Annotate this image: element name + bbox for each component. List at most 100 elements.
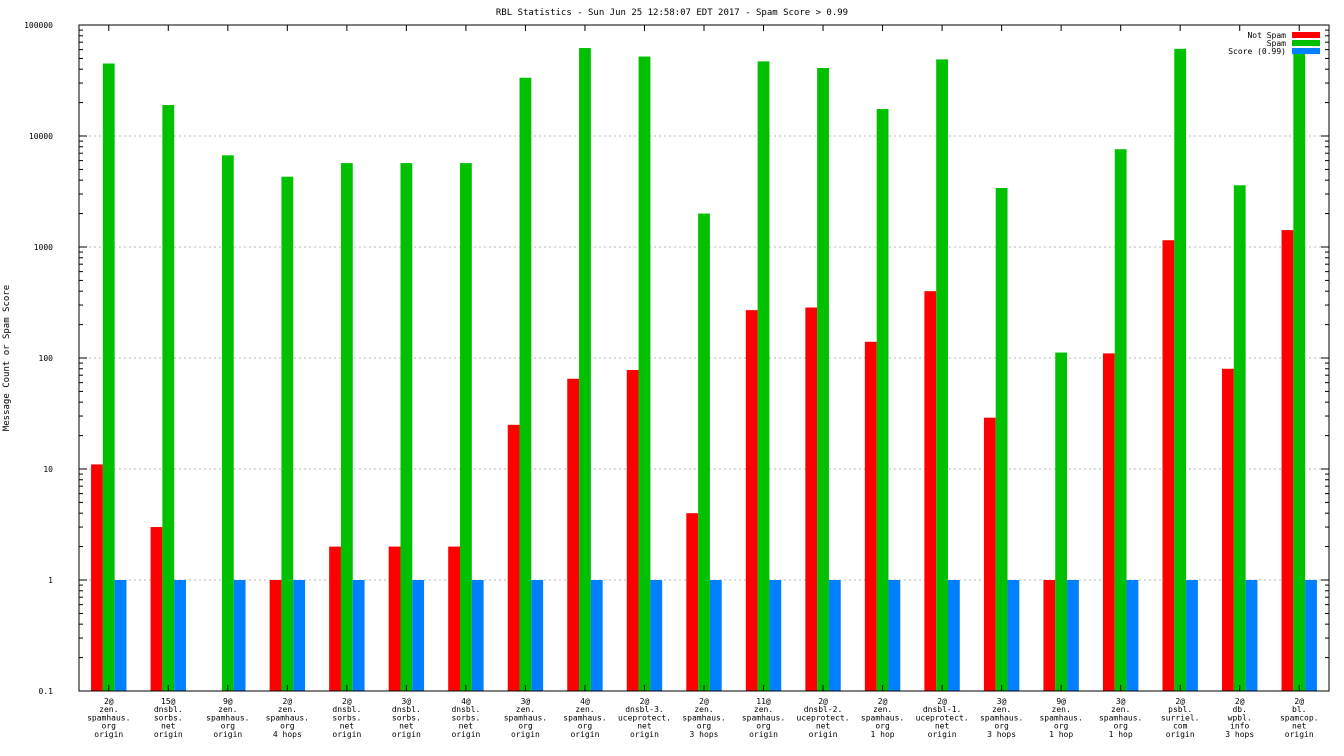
x-tick-label: 3@ dnsbl. sorbs. net origin [392,697,421,739]
x-tick-label: 2@ dnsbl-1. uceprotect. net origin [916,697,969,739]
x-tick-label: 2@ zen. spamhaus. org origin [87,697,130,739]
bar-score-0-99 [828,580,841,691]
legend-swatch [1292,48,1320,54]
bar-score-0-99 [1126,580,1139,691]
bar-spam [638,56,651,692]
bar-not-spam [1222,368,1234,691]
bar-score-0-99 [888,580,901,691]
legend-label: Spam [1267,39,1286,48]
bar-not-spam [269,580,282,691]
bar-not-spam [864,341,877,691]
y-axis-label: Message Count or Spam Score [2,285,12,431]
bar-score-0-99 [293,580,306,691]
x-tick-label: 4@ dnsbl. sorbs. net origin [451,697,480,739]
y-tick-labels: 0.1 1 10 100 1000 10000 100000 [24,21,53,696]
bar-not-spam [805,307,818,691]
bar-not-spam [507,424,520,691]
bar-spam [698,213,710,691]
y-tick-label: 100000 [24,21,53,30]
legend-swatch [1292,32,1320,38]
legend-label: Not Spam [1247,31,1286,40]
bar-score-0-99 [233,580,246,691]
bar-spam [281,176,294,691]
legend-swatch [1292,40,1320,46]
bar-spam [162,105,175,691]
x-tick-label: 2@ dnsbl-2. uceprotect. net origin [797,697,850,739]
bar-not-spam [1043,580,1056,691]
bars [91,48,1317,692]
bar-score-0-99 [174,580,186,691]
bar-spam [757,61,770,691]
bar-not-spam [924,291,937,691]
x-tick-label: 4@ zen. spamhaus. org origin [563,697,606,739]
y-tick-label: 0.1 [39,687,54,696]
x-tick-label: 3@ zen. spamhaus. org origin [504,697,547,739]
bar-not-spam [1102,353,1115,691]
bar-score-0-99 [1186,580,1198,691]
bar-spam [995,188,1008,691]
bar-spam [519,77,532,691]
y-tick-label: 1000 [34,243,53,252]
bar-not-spam [448,546,461,691]
x-tick-label: 2@ zen. spamhaus. org 3 hops [682,697,725,739]
bar-spam [221,155,234,692]
bar-score-0-99 [709,580,722,691]
x-tick-label: 3@ zen. spamhaus. org 3 hops [980,697,1023,739]
x-tick-label: 9@ zen. spamhaus. org origin [206,697,249,739]
x-tick-label: 2@ dnsbl-3. uceprotect. net origin [618,697,671,739]
x-tick-label: 11@ zen. spamhaus. org origin [742,697,785,739]
bar-score-0-99 [1305,580,1317,691]
y-tick-label: 10000 [29,132,53,141]
x-tick-label: 2@ db. wpbl. info 3 hops [1225,697,1254,739]
bar-spam [1114,149,1127,692]
bar-score-0-99 [769,580,782,691]
bar-spam [1055,352,1068,691]
bar-score-0-99 [947,580,960,691]
bar-score-0-99 [1067,580,1079,691]
x-tick-label: 2@ zen. spamhaus. org 4 hops [266,697,309,739]
y-tick-label: 100 [39,354,54,363]
bar-score-0-99 [1245,580,1258,691]
bar-spam [102,63,115,692]
bar-score-0-99 [1007,580,1020,691]
bar-not-spam [1281,230,1294,691]
x-tick-label: 2@ bl. spamcop. net origin [1280,697,1319,739]
bar-spam [340,163,353,691]
bar-spam [936,59,948,691]
x-tick-labels: 2@ zen. spamhaus. org origin 15@ dnsbl. sorbs. n… [87,697,1318,739]
x-tick-label: 9@ zen. spamhaus. org 1 hop [1039,697,1082,739]
x-tick-label: 2@ dnsbl. sorbs. net origin [332,697,361,739]
x-tick-label: 3@ zen. spamhaus. org 1 hop [1099,697,1142,739]
x-tick-label: 2@ zen. spamhaus. org 1 hop [861,697,904,739]
bar-spam [876,109,889,692]
bar-not-spam [150,527,163,691]
bar-spam [460,163,472,691]
bar-spam [400,163,413,691]
bar-score-0-99 [412,580,425,691]
bar-spam [1293,51,1306,691]
bar-not-spam [567,378,580,691]
bar-not-spam [745,310,758,691]
bar-not-spam [626,369,639,691]
bar-not-spam [686,513,699,691]
bar-spam [1174,48,1187,692]
bar-not-spam [983,417,996,691]
bar-score-0-99 [352,580,365,691]
bar-not-spam [1162,240,1175,691]
bar-not-spam [329,546,341,691]
chart-title: RBL Statistics - Sun Jun 25 12:58:07 EDT… [496,8,848,18]
bar-not-spam [91,464,103,691]
bar-score-0-99 [590,580,603,691]
bar-score-0-99 [650,580,663,691]
axis-ticks [79,24,1329,692]
bar-not-spam [388,546,401,691]
bar-spam [817,67,829,691]
y-tick-label: 1 [48,576,53,585]
bar-score-0-99 [114,580,127,691]
bar-score-0-99 [471,580,484,691]
bar-score-0-99 [531,580,544,691]
bar-spam [579,48,591,692]
bar-spam [1233,185,1246,691]
